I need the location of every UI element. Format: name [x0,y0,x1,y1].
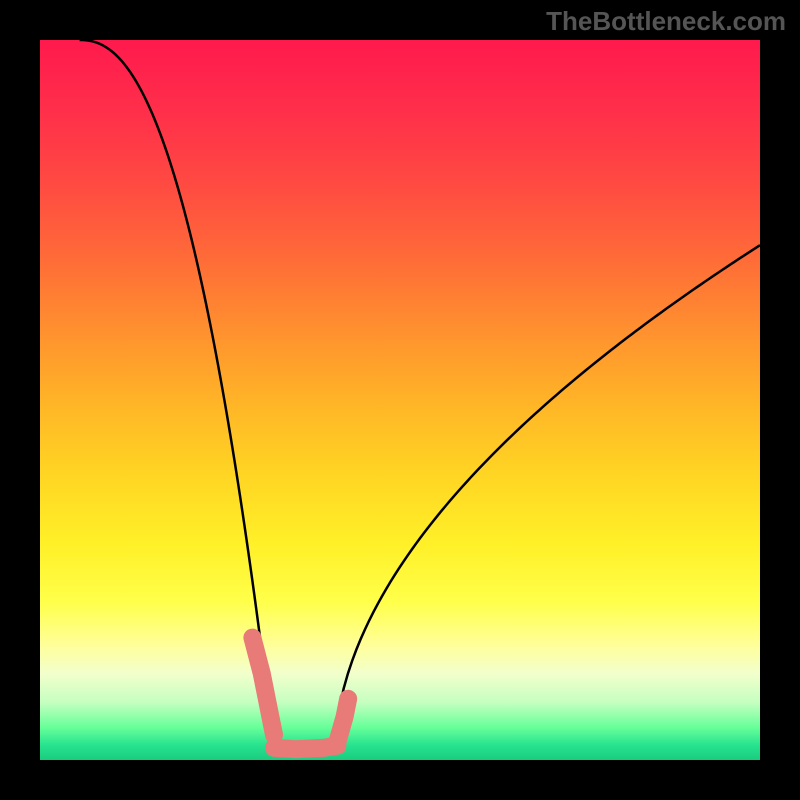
chart-svg [0,0,800,800]
chart-container: TheBottleneck.com [0,0,800,800]
marker-segment [274,746,337,750]
watermark-text: TheBottleneck.com [546,6,786,37]
marker-segment [337,699,348,742]
plot-area-rect [40,40,760,760]
